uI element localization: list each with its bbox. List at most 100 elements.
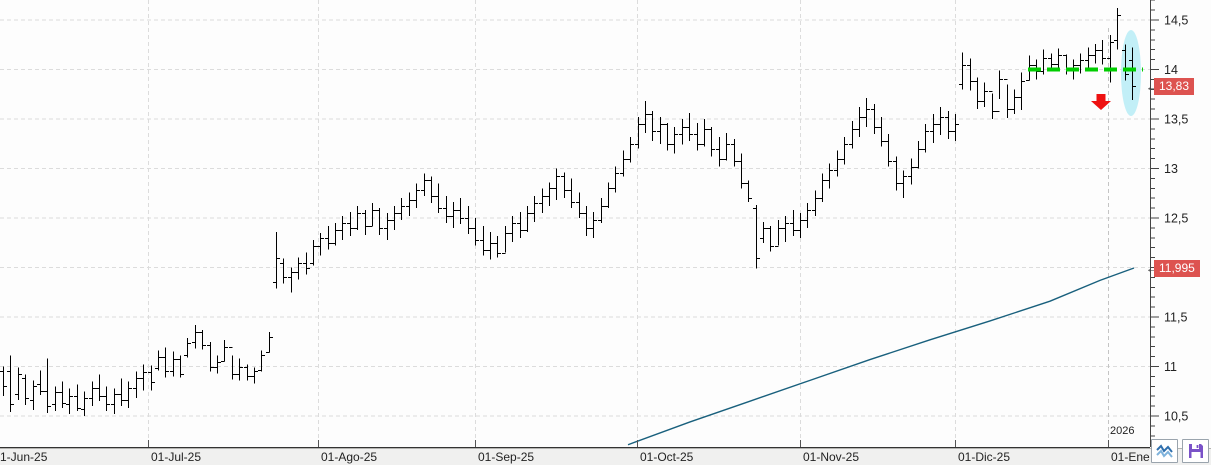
y-axis-label: 11,5: [1164, 311, 1187, 325]
x-axis-label: 01-Ago-25: [321, 450, 378, 464]
moving-average-line: [627, 267, 1135, 446]
ohlc-bar: [553, 168, 560, 201]
ohlc-bar: [967, 58, 974, 91]
ohlc-bar: [66, 388, 73, 415]
ohlc-bar: [199, 329, 206, 350]
y-axis-label: 14: [1164, 63, 1178, 77]
ohlc-bar: [767, 225, 774, 252]
ohlc-bar: [303, 252, 310, 275]
ohlc-bar: [974, 77, 981, 110]
ohlc-bar: [480, 225, 487, 256]
ohlc-bar: [1122, 44, 1129, 81]
ohlc-bar: [561, 172, 568, 199]
ohlc-bar: [731, 138, 738, 167]
ohlc-bar: [952, 114, 959, 141]
ohlc-bar: [502, 225, 509, 254]
ohlc-bar: [812, 190, 819, 217]
x-axis-label: 01-Nov-25: [803, 450, 860, 464]
ohlc-bar: [111, 388, 118, 415]
ohlc-bar: [782, 216, 789, 242]
ohlc-bar: [266, 331, 273, 353]
ohlc-bar: [214, 355, 221, 374]
ohlc-bar: [605, 182, 612, 209]
y-axis-label: 10,5: [1164, 410, 1188, 424]
ohlc-bar: [930, 114, 937, 143]
ohlc-bar: [996, 70, 1003, 112]
ohlc-bar: [981, 82, 988, 108]
ohlc-bar: [900, 170, 907, 199]
ohlc-bar: [421, 173, 428, 197]
ohlc-bar: [856, 107, 863, 137]
y-axis-label: 13,5: [1164, 113, 1188, 127]
ohlc-bar: [908, 158, 915, 185]
ohlc-bar: [694, 122, 701, 151]
ohlc-bar: [671, 126, 678, 154]
highlight-ellipse: [1121, 30, 1141, 116]
ohlc-bar: [52, 386, 59, 412]
ohlc-bar: [494, 235, 501, 258]
ohlc-bar: [236, 358, 243, 381]
ohlc-bar: [44, 358, 51, 414]
ohlc-bar: [701, 119, 708, 147]
ohlc-bar: [716, 136, 723, 167]
ohlc-bar: [258, 350, 265, 372]
ohlc-bar: [133, 371, 140, 399]
x-axis-label: 01-Dic-25: [958, 450, 1011, 464]
ohlc-bar: [893, 156, 900, 191]
ohlc-bar: [797, 213, 804, 238]
ohlc-bar: [1114, 8, 1121, 50]
ohlc-bar: [244, 364, 251, 381]
ohlc-bar: [354, 206, 361, 230]
ohlc-bar: [465, 206, 472, 234]
ohlc-bar: [103, 386, 110, 412]
ohlc-bar: [450, 202, 457, 228]
ohlc-bar: [37, 370, 44, 396]
ohlc-bar: [745, 180, 752, 203]
ohlc-bar: [74, 384, 81, 412]
ohlc-bar: [59, 381, 66, 409]
y-axis-label: 13: [1164, 162, 1178, 176]
flag-pointer-arrow: ←: [1146, 81, 1157, 93]
ohlc-bar: [295, 257, 302, 280]
ohlc-bar: [457, 198, 464, 224]
ohlc-bar: [406, 192, 413, 217]
ohlc-bar: [583, 206, 590, 236]
ohlc-bar: [539, 188, 546, 214]
ohlc-bar: [871, 104, 878, 134]
ohlc-bar: [273, 231, 280, 289]
save-button[interactable]: [1182, 439, 1209, 463]
x-axis-label: 01-Ene: [1111, 450, 1150, 464]
zigzag-tool-button[interactable]: [1151, 439, 1178, 463]
ohlc-bar: [22, 374, 29, 406]
ohlc-bar: [184, 337, 191, 358]
x-axis-label: 01-Oct-25: [640, 450, 694, 464]
ohlc-bar: [959, 52, 966, 90]
ohlc-bar: [332, 222, 339, 246]
ohlc-bar: [280, 258, 287, 284]
ohlc-bar: [229, 347, 236, 380]
ohlc-bar: [679, 119, 686, 145]
ohlc-bar: [937, 107, 944, 135]
ohlc-bar: [1040, 49, 1047, 75]
ohlc-bar: [819, 173, 826, 203]
ohlc-bar: [288, 267, 295, 293]
ohlc-bar: [989, 91, 996, 120]
ohlc-bar: [413, 183, 420, 209]
ohlc-bar: [517, 212, 524, 238]
ohlc-bar: [428, 176, 435, 204]
ohlc-bar: [627, 136, 634, 163]
ohlc-bar: [760, 221, 767, 243]
ohlc-bar: [443, 196, 450, 223]
ohlc-bar: [89, 381, 96, 407]
ohlc-bar: [915, 140, 922, 169]
ohlc-bar: [657, 117, 664, 144]
ohlc-bar: [192, 324, 199, 349]
year-divider-label: 2026: [1110, 425, 1135, 437]
flag-pointer-arrow: ←: [1146, 263, 1157, 275]
ohlc-bar: [790, 210, 797, 236]
ohlc-bar: [162, 347, 169, 378]
ohlc-bar: [1092, 43, 1099, 64]
ohlc-bar: [1077, 53, 1084, 74]
ohlc-bar: [347, 212, 354, 236]
